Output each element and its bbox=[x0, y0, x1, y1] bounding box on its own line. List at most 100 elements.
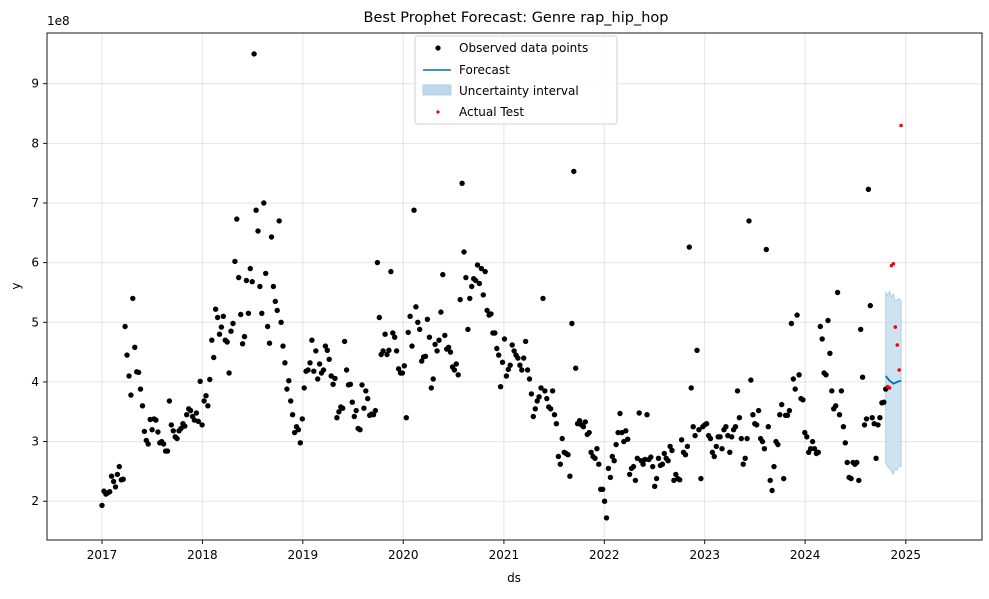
observed-point bbox=[763, 246, 769, 253]
observed-point bbox=[336, 409, 342, 415]
observed-point bbox=[197, 378, 203, 384]
observed-point bbox=[370, 412, 377, 418]
actual-test-layer bbox=[885, 123, 903, 390]
observed-point bbox=[343, 367, 350, 373]
observed-point bbox=[665, 458, 671, 464]
observed-point bbox=[224, 339, 230, 345]
observed-point bbox=[792, 386, 798, 392]
observed-point bbox=[719, 446, 725, 452]
observed-point bbox=[586, 429, 592, 436]
observed-point bbox=[482, 268, 488, 275]
x-tick-label: 2020 bbox=[388, 548, 419, 562]
observed-point bbox=[455, 372, 461, 378]
observed-point bbox=[661, 450, 667, 457]
observed-point bbox=[174, 435, 180, 442]
x-tick-label: 2018 bbox=[187, 548, 218, 562]
observed-point bbox=[264, 323, 271, 330]
observed-point bbox=[723, 424, 729, 430]
observed-point bbox=[696, 427, 702, 433]
observed-point bbox=[401, 363, 407, 369]
observed-point bbox=[108, 473, 115, 479]
observed-point bbox=[492, 330, 498, 336]
observed-point bbox=[409, 343, 415, 349]
observed-point bbox=[374, 259, 381, 266]
observed-point bbox=[424, 316, 431, 322]
observed-point bbox=[182, 423, 188, 429]
observed-point bbox=[640, 461, 646, 467]
observed-point bbox=[848, 475, 854, 482]
observed-point bbox=[522, 338, 529, 345]
observed-point bbox=[754, 422, 760, 428]
observed-point bbox=[759, 438, 766, 445]
observed-point bbox=[559, 435, 565, 442]
observed-point bbox=[447, 349, 454, 355]
observed-point bbox=[524, 367, 531, 373]
observed-point bbox=[607, 474, 614, 481]
observed-point bbox=[605, 465, 612, 472]
observed-point bbox=[469, 283, 475, 290]
observed-point bbox=[573, 365, 579, 371]
observed-point bbox=[771, 463, 777, 470]
x-tick-label: 2023 bbox=[689, 548, 720, 562]
observed-point bbox=[833, 403, 839, 409]
actual-test-point bbox=[897, 368, 901, 372]
observed-point bbox=[528, 391, 535, 397]
observed-point bbox=[861, 422, 868, 428]
observed-point bbox=[218, 324, 225, 330]
observed-point bbox=[139, 403, 146, 409]
observed-point bbox=[201, 398, 207, 404]
observed-point bbox=[842, 440, 848, 446]
observed-point bbox=[474, 262, 481, 268]
observed-point bbox=[873, 455, 879, 461]
observed-point bbox=[534, 398, 540, 404]
observed-point bbox=[594, 446, 600, 452]
observed-point bbox=[688, 385, 694, 391]
observed-point bbox=[623, 428, 629, 434]
observed-point bbox=[796, 372, 802, 378]
observed-point bbox=[867, 302, 873, 309]
x-tick-label: 2022 bbox=[589, 548, 620, 562]
x-tick-label: 2025 bbox=[891, 548, 922, 562]
observed-point bbox=[309, 337, 315, 343]
observed-point bbox=[746, 218, 752, 224]
observed-point bbox=[677, 477, 683, 483]
observed-point bbox=[600, 486, 606, 492]
observed-point bbox=[694, 347, 700, 353]
observed-point bbox=[538, 385, 544, 391]
observed-point bbox=[592, 455, 598, 461]
observed-point bbox=[840, 424, 847, 430]
observed-point bbox=[467, 295, 473, 302]
y-tick-label: 7 bbox=[31, 196, 39, 210]
observed-point bbox=[727, 449, 733, 455]
legend-box bbox=[414, 35, 618, 125]
observed-point bbox=[536, 394, 542, 400]
observed-point bbox=[713, 443, 719, 450]
observed-point bbox=[519, 367, 525, 373]
observed-points-layer bbox=[99, 51, 889, 521]
y-tick-label: 6 bbox=[31, 256, 39, 270]
observed-point bbox=[540, 295, 546, 302]
observed-point bbox=[682, 452, 689, 458]
observed-point bbox=[195, 418, 201, 424]
observed-point bbox=[241, 333, 248, 340]
observed-point bbox=[153, 417, 159, 423]
observed-point bbox=[557, 461, 563, 467]
observed-point bbox=[457, 296, 463, 303]
observed-point bbox=[877, 415, 883, 421]
actual-test-point bbox=[893, 325, 898, 329]
observed-point bbox=[609, 453, 615, 460]
observed-point bbox=[501, 336, 508, 342]
observed-point bbox=[261, 200, 267, 206]
observed-point bbox=[311, 368, 317, 374]
observed-point bbox=[149, 427, 155, 433]
observed-point bbox=[432, 341, 438, 348]
observed-point bbox=[748, 377, 754, 383]
observed-point bbox=[380, 348, 386, 354]
legend: Observed data points Forecast Uncertaint… bbox=[414, 35, 618, 125]
observed-point bbox=[266, 340, 273, 346]
observed-point bbox=[634, 455, 640, 461]
observed-point bbox=[289, 412, 296, 418]
forecast-line-layer bbox=[885, 375, 902, 385]
observed-point bbox=[786, 407, 793, 414]
observed-point bbox=[251, 51, 257, 57]
